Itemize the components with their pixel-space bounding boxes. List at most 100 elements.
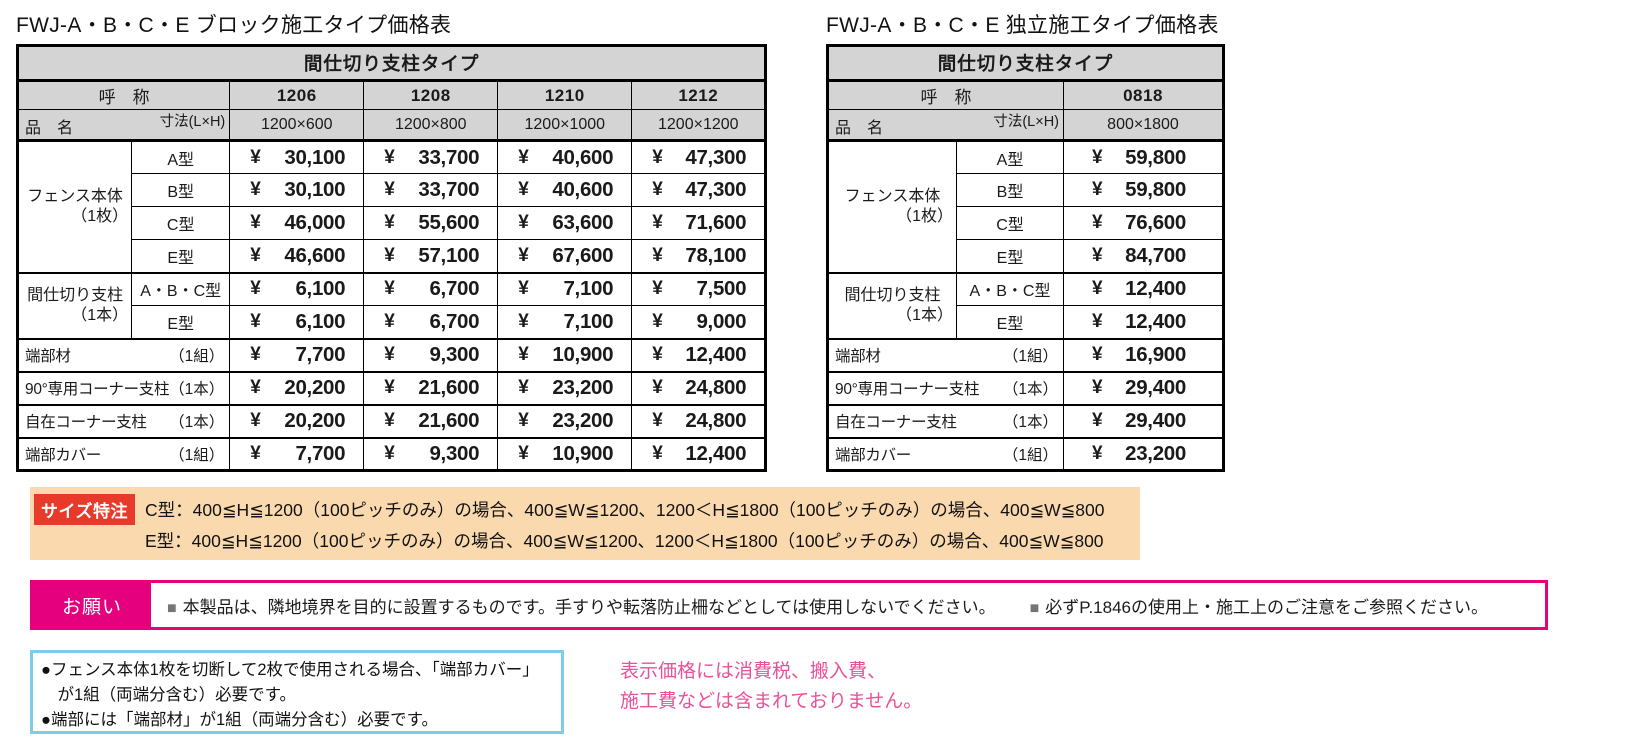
yen-sign: ¥ — [1092, 212, 1103, 233]
yen-sign: ¥ — [1092, 146, 1103, 168]
table-row: 間仕切り支柱 （1本） A・B・C型 ¥6,100 ¥6,700 ¥7,100 ¥7,500 — [16, 271, 767, 339]
price-cell: ¥30,100 — [229, 139, 365, 174]
column-size: 800×1800 — [1063, 109, 1224, 142]
table-row: E型 ¥84,700 — [828, 239, 1224, 273]
type-cell: A型 — [131, 139, 231, 174]
price-cell: ¥23,200 — [497, 403, 633, 438]
column-size: 1200×600 — [229, 109, 365, 142]
row-label: 90°専用コーナー支柱 — [835, 381, 980, 398]
yen-sign: ¥ — [518, 244, 529, 266]
price-cell: ¥33,700 — [363, 173, 499, 207]
column-code: 1206 — [229, 80, 365, 110]
freestanding-install-price-table: 間仕切り支柱タイプ呼 称 0818 寸法(L×H) 品 名 800×1800 フェンス本体… — [826, 44, 1225, 472]
price-value: 21,600 — [418, 409, 480, 432]
price-cell: ¥55,600 — [363, 206, 499, 240]
price-disclaimer-line: 施工費などは含まれておりません。 — [620, 691, 923, 712]
group-unit: （1枚） — [896, 207, 953, 225]
price-cell: ¥40,600 — [497, 173, 633, 207]
price-value: 30,100 — [284, 145, 346, 169]
row-label-cell: 端部材 （1組） — [16, 337, 231, 372]
price-cell: ¥16,900 — [1063, 337, 1224, 372]
table-row: 間仕切り支柱 （1本） A・B・C型 ¥12,400 — [827, 271, 1224, 339]
yen-sign: ¥ — [652, 410, 663, 431]
price-cell: ¥47,300 — [631, 173, 767, 207]
price-value: 30,100 — [284, 178, 346, 201]
row-label: 端部カバー — [25, 446, 102, 464]
price-cell: ¥84,700 — [1063, 239, 1224, 273]
price-value: 12,400 — [1125, 277, 1186, 301]
price-cell: ¥71,600 — [631, 206, 767, 240]
yen-sign: ¥ — [518, 377, 529, 398]
price-cell: ¥76,600 — [1063, 206, 1224, 240]
price-table: 間仕切り支柱タイプ呼 称 0818 寸法(L×H) 品 名 800×1800 フェンス本体… — [826, 44, 1225, 472]
yen-sign: ¥ — [518, 278, 529, 300]
price-cell: ¥57,100 — [363, 239, 499, 273]
yen-sign: ¥ — [652, 146, 663, 168]
row-label: 端部カバー — [835, 446, 912, 464]
price-value: 47,300 — [685, 178, 747, 201]
yen-sign: ¥ — [1092, 179, 1103, 200]
custom-size-note: サイズ特注 C型：400≦H≦1200（100ピッチのみ）の場合、400≦W≦1… — [30, 487, 1140, 560]
price-value: 20,200 — [284, 409, 346, 432]
price-cell: ¥7,700 — [229, 337, 365, 372]
price-cell: ¥12,400 — [1063, 271, 1224, 306]
price-value: 9,000 — [696, 309, 747, 333]
row-label-cell: 端部カバー （1組） — [16, 436, 231, 471]
price-value: 29,400 — [1125, 409, 1186, 432]
yen-sign: ¥ — [384, 410, 395, 431]
yen-sign: ¥ — [652, 442, 663, 464]
price-value: 78,100 — [685, 243, 747, 267]
row-label-cell: 端部材 （1組） — [827, 337, 1064, 372]
price-value: 6,700 — [429, 309, 480, 333]
price-cell: ¥9,000 — [631, 305, 767, 339]
price-cell: ¥59,800 — [1063, 139, 1224, 174]
price-cell: ¥9,300 — [363, 337, 499, 372]
row-label: 90°専用コーナー支柱 — [25, 381, 170, 398]
yen-sign: ¥ — [518, 146, 529, 168]
table-row: 端部材 （1組） ¥16,900 — [827, 337, 1224, 372]
table-row: 90°専用コーナー支柱 （1本） ¥29,400 — [827, 370, 1224, 405]
price-value: 76,600 — [1125, 211, 1186, 234]
yen-sign: ¥ — [652, 212, 663, 233]
price-value: 20,200 — [284, 376, 346, 399]
yen-sign: ¥ — [652, 377, 663, 398]
price-cell: ¥30,100 — [229, 173, 365, 207]
group-label-cell: 間仕切り支柱 （1本） — [827, 271, 957, 339]
table-row: フェンス本体 （1枚） A型 ¥59,800 — [827, 139, 1224, 273]
column-size: 1200×1200 — [631, 109, 767, 142]
price-value: 7,500 — [696, 277, 747, 301]
price-cell: ¥23,200 — [1063, 436, 1224, 471]
column-code: 0818 — [1063, 80, 1224, 110]
price-value: 33,700 — [418, 178, 480, 201]
price-cell: ¥63,600 — [497, 206, 633, 240]
custom-size-line-c: C型：400≦H≦1200（100ピッチのみ）の場合、400≦W≦1200、12… — [145, 500, 1105, 520]
price-value: 7,700 — [295, 343, 346, 366]
yen-sign: ¥ — [250, 146, 261, 168]
yen-sign: ¥ — [384, 442, 395, 464]
price-value: 6,700 — [429, 277, 480, 301]
group-label-cell: フェンス本体 （1枚） — [16, 139, 133, 273]
yen-sign: ¥ — [1092, 244, 1103, 266]
row-unit: （1組） — [169, 348, 225, 365]
right-table-title: FWJ-A・B・C・E 独立施工タイプ価格表 — [826, 14, 1219, 37]
column-code: 1212 — [631, 80, 767, 110]
row-unit: （1本） — [169, 381, 225, 398]
yen-sign: ¥ — [1092, 410, 1103, 431]
group-label-cell: 間仕切り支柱 （1本） — [16, 271, 133, 339]
price-cell: ¥7,700 — [229, 436, 365, 471]
row-label: 自在コーナー支柱 — [835, 414, 957, 431]
price-value: 12,400 — [685, 441, 747, 465]
price-disclaimer-line: 表示価格には消費税、搬入費、 — [620, 661, 887, 682]
type-cell: C型 — [956, 206, 1064, 240]
group-label: 間仕切り支柱 — [844, 286, 941, 304]
usage-note-box: ●フェンス本体1枚を切断して2枚で使用される場合、「端部カバー」が1組（両端分含… — [30, 650, 564, 734]
price-cell: ¥10,900 — [497, 436, 633, 471]
price-cell: ¥40,600 — [497, 139, 633, 174]
price-cell: ¥67,600 — [497, 239, 633, 273]
custom-size-tag: サイズ特注 — [34, 494, 135, 525]
yen-sign: ¥ — [1092, 278, 1103, 300]
column-code: 1210 — [497, 80, 633, 110]
price-value: 9,300 — [429, 343, 480, 366]
price-value: 40,600 — [552, 145, 614, 169]
usage-note-line: ●端部には「端部材」が1組（両端分含む）必要です。 — [41, 711, 438, 729]
